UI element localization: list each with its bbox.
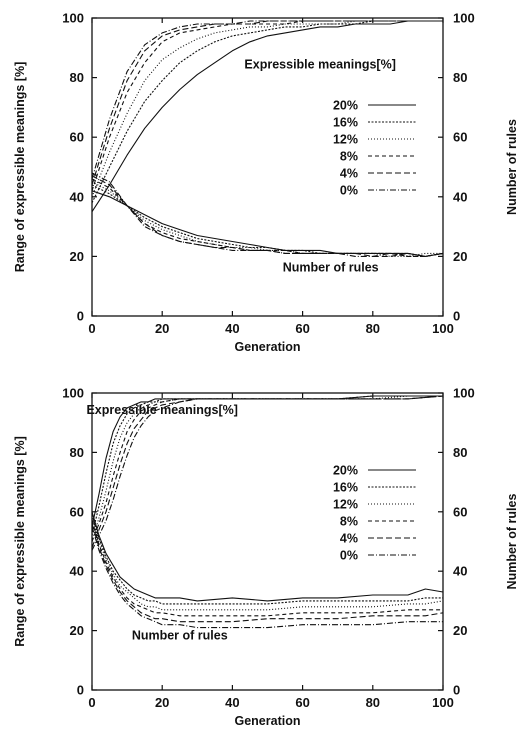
y2-tick-label: 80 xyxy=(453,445,467,460)
legend-label: 8% xyxy=(340,515,358,529)
legend-label: 0% xyxy=(340,549,358,563)
annotation-label: Expressible meanings[%] xyxy=(86,403,237,417)
x-tick-label: 80 xyxy=(366,695,380,710)
y2-tick-label: 60 xyxy=(453,504,467,519)
y-tick-label: 0 xyxy=(77,683,84,698)
y-axis-label: Range of expressible meanings [%] xyxy=(13,62,27,272)
x-tick-label: 20 xyxy=(155,321,169,336)
x-tick-label: 0 xyxy=(88,321,95,336)
series-line-rules-20pct xyxy=(91,190,444,257)
x-tick-label: 60 xyxy=(295,695,309,710)
y2-axis-label: Number of rules xyxy=(505,119,519,215)
y2-tick-label: 80 xyxy=(453,70,467,85)
series-line-rules-4pct xyxy=(91,175,444,257)
series-line-meanings-0pct xyxy=(91,20,443,180)
legend-label: 4% xyxy=(340,532,358,546)
series-line-meanings-16pct xyxy=(91,20,443,204)
y2-tick-label: 20 xyxy=(453,249,467,264)
series-line-rules-16pct xyxy=(91,514,443,605)
y2-tick-label: 100 xyxy=(453,386,475,401)
legend-label: 16% xyxy=(333,481,358,495)
series-line-rules-16pct xyxy=(91,184,444,257)
chart-panel-2: 0 20 40 60 80 100020406080100020406080100Gene… xyxy=(13,386,519,729)
legend-label: 12% xyxy=(333,498,358,512)
series-line-meanings-8pct xyxy=(91,395,444,542)
x-tick-label: 60 xyxy=(295,321,309,336)
series-line-rules-12pct xyxy=(91,181,443,257)
y-tick-label: 40 xyxy=(70,564,84,579)
legend-label: 20% xyxy=(333,464,358,478)
legend-label: 16% xyxy=(333,116,358,130)
y-tick-label: 80 xyxy=(70,445,84,460)
x-tick-label: 100 xyxy=(432,695,454,710)
y-tick-label: 20 xyxy=(70,249,84,264)
legend-label: 20% xyxy=(333,99,358,113)
series-line-meanings-20pct xyxy=(91,20,443,213)
y-tick-label: 100 xyxy=(62,11,84,26)
chart-panel-1: 0 20 40 60 80 100020406080100020406080100Gene… xyxy=(13,11,519,355)
series-line-meanings-16pct xyxy=(91,395,443,536)
series-line-rules-8pct xyxy=(91,520,443,617)
y-tick-label: 60 xyxy=(70,504,84,519)
annotation-label: Number of rules xyxy=(132,629,228,643)
y-tick-label: 100 xyxy=(62,386,84,401)
y2-axis-label: Number of rules xyxy=(505,494,519,590)
x-tick-label: 80 xyxy=(366,321,380,336)
y2-tick-label: 0 xyxy=(453,683,460,698)
annotation-label: Expressible meanings[%] xyxy=(244,58,395,72)
y2-tick-label: 40 xyxy=(453,564,467,579)
y-tick-label: 20 xyxy=(70,623,84,638)
series-line-rules-0pct xyxy=(91,172,444,257)
x-axis-label: Generation xyxy=(235,340,301,354)
legend-label: 8% xyxy=(340,150,358,164)
legend-label: 12% xyxy=(333,133,358,147)
annotation-label: Number of rules xyxy=(283,260,379,274)
series-line-rules-20pct xyxy=(91,511,444,602)
series-line-meanings-4pct xyxy=(91,395,444,548)
y2-tick-label: 100 xyxy=(453,11,475,26)
y-axis-label: Range of expressible meanings [%] xyxy=(13,436,27,646)
y2-tick-label: 20 xyxy=(453,623,467,638)
y-tick-label: 40 xyxy=(70,189,84,204)
series-line-rules-4pct xyxy=(91,523,444,623)
x-tick-label: 40 xyxy=(225,321,239,336)
x-tick-label: 0 xyxy=(88,695,95,710)
y-tick-label: 60 xyxy=(70,130,84,145)
y2-tick-label: 0 xyxy=(453,309,460,324)
y-tick-label: 80 xyxy=(70,70,84,85)
series-line-meanings-8pct xyxy=(91,20,443,191)
series-line-meanings-12pct xyxy=(91,20,443,198)
legend-label: 0% xyxy=(340,184,358,198)
x-axis-label: Generation xyxy=(235,714,301,728)
y2-tick-label: 60 xyxy=(453,130,467,145)
series-line-rules-0pct xyxy=(91,526,443,629)
x-tick-label: 40 xyxy=(225,695,239,710)
y2-tick-label: 40 xyxy=(453,189,467,204)
series-line-meanings-12pct xyxy=(91,395,443,542)
y-tick-label: 0 xyxy=(77,309,84,324)
x-tick-label: 20 xyxy=(155,695,169,710)
plot-frame xyxy=(91,392,444,691)
series-line-rules-12pct xyxy=(91,517,444,611)
plot-frame xyxy=(91,17,444,317)
legend-label: 4% xyxy=(340,167,358,181)
series-line-meanings-0pct xyxy=(91,395,444,551)
x-tick-label: 100 xyxy=(432,321,454,336)
